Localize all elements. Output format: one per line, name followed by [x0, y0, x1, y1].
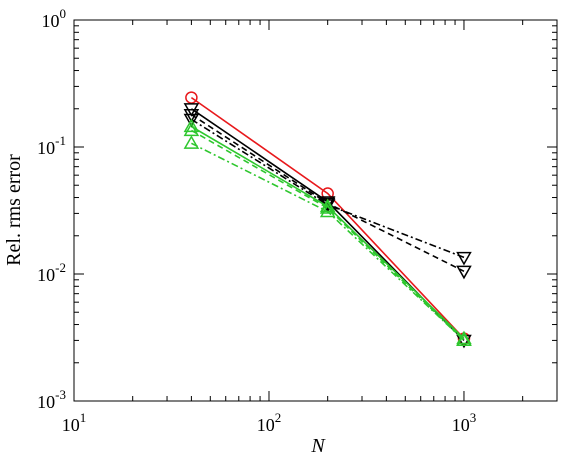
- data-point-triangle-down: [456, 265, 472, 280]
- data-point-triangle-down: [456, 334, 472, 349]
- data-point-triangle-up: [456, 332, 472, 347]
- series-line: [191, 142, 465, 341]
- y-tick-label: 100: [42, 6, 67, 31]
- data-point-triangle-up: [183, 118, 200, 133]
- plot-area-frame: [73, 19, 558, 402]
- series-line: [190, 96, 465, 340]
- y-tick-label: 10-1: [37, 133, 66, 158]
- series-5: [183, 118, 472, 345]
- y-axis-label: Rel. rms error: [3, 154, 25, 266]
- series-4: [183, 113, 472, 266]
- axis-ticks: [73, 19, 558, 402]
- series-6: [183, 122, 472, 347]
- data-point-triangle-up: [183, 135, 200, 149]
- y-tick-label: 10-3: [37, 387, 66, 412]
- x-tick-label: 103: [452, 410, 477, 435]
- series-line: [190, 108, 465, 341]
- data-point-circle: [185, 91, 198, 104]
- data-point-triangle-down: [183, 113, 200, 128]
- tick-labels: 101 102 103 10-3 10-2 10-1 100: [37, 6, 476, 435]
- data-point-triangle-up: [319, 200, 336, 214]
- x-tick-label: 101: [62, 410, 87, 435]
- data-point-triangle-down: [456, 251, 472, 266]
- y-tick-label: 10-2: [37, 260, 66, 285]
- series-line: [190, 125, 465, 340]
- data-point-triangle-up: [319, 203, 336, 218]
- x-tick-label: 102: [257, 410, 282, 435]
- series-line: [190, 113, 465, 273]
- series-2: [183, 103, 472, 349]
- x-axis-label: N: [310, 435, 326, 457]
- series-layer: [183, 91, 472, 349]
- data-point-triangle-down: [183, 108, 200, 123]
- series-line: [191, 129, 465, 341]
- series-7: [183, 135, 472, 347]
